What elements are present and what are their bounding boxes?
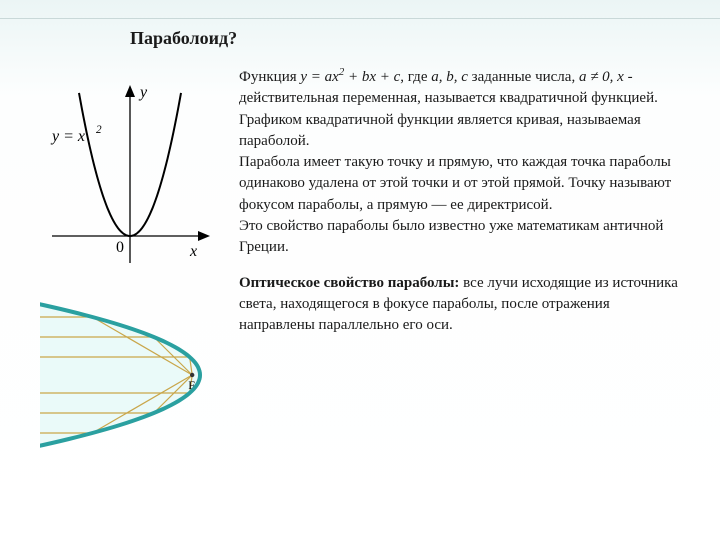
paragraph-optical: Оптическое свойство параболы: все лучи и… xyxy=(239,273,680,337)
svg-text:y: y xyxy=(138,84,148,101)
top-hairline xyxy=(0,18,720,19)
svg-text:x: x xyxy=(189,243,197,260)
figures-column: y x 0 y = x 2 F xyxy=(40,65,215,458)
slide-page: Параболоид? y x 0 y = x 2 F Функция y = ax2 … xyxy=(0,0,720,478)
svg-text:F: F xyxy=(188,378,195,392)
spacer xyxy=(239,259,680,273)
page-title: Параболоид? xyxy=(130,28,680,49)
content-row: y x 0 y = x 2 F Функция y = ax2 + bx + c, гд… xyxy=(40,65,680,458)
p1-vars: a, b, c xyxy=(431,69,468,85)
p1-c: заданные числа, xyxy=(468,69,579,85)
optical-diagram: F xyxy=(40,293,215,458)
svg-text:y = x: y = x xyxy=(50,128,85,145)
parabola-graph: y x 0 y = x 2 xyxy=(40,71,215,271)
p4-head: Оптическое свойство параболы: xyxy=(239,275,459,291)
paragraph-definition: Функция y = ax2 + bx + c, где a, b, c за… xyxy=(239,65,680,152)
svg-text:2: 2 xyxy=(96,124,102,136)
p1-formula: y = ax2 + bx + c xyxy=(300,69,400,85)
text-column: Функция y = ax2 + bx + c, где a, b, c за… xyxy=(239,65,680,458)
svg-text:0: 0 xyxy=(116,239,124,256)
paragraph-history: Это свойство параболы было известно уже … xyxy=(239,216,680,259)
paragraph-focus: Парабола имеет такую точку и прямую, что… xyxy=(239,152,680,216)
p1-b: , где xyxy=(400,69,431,85)
p1-cond: a ≠ 0, x xyxy=(579,69,624,85)
p1-a: Функция xyxy=(239,69,300,85)
